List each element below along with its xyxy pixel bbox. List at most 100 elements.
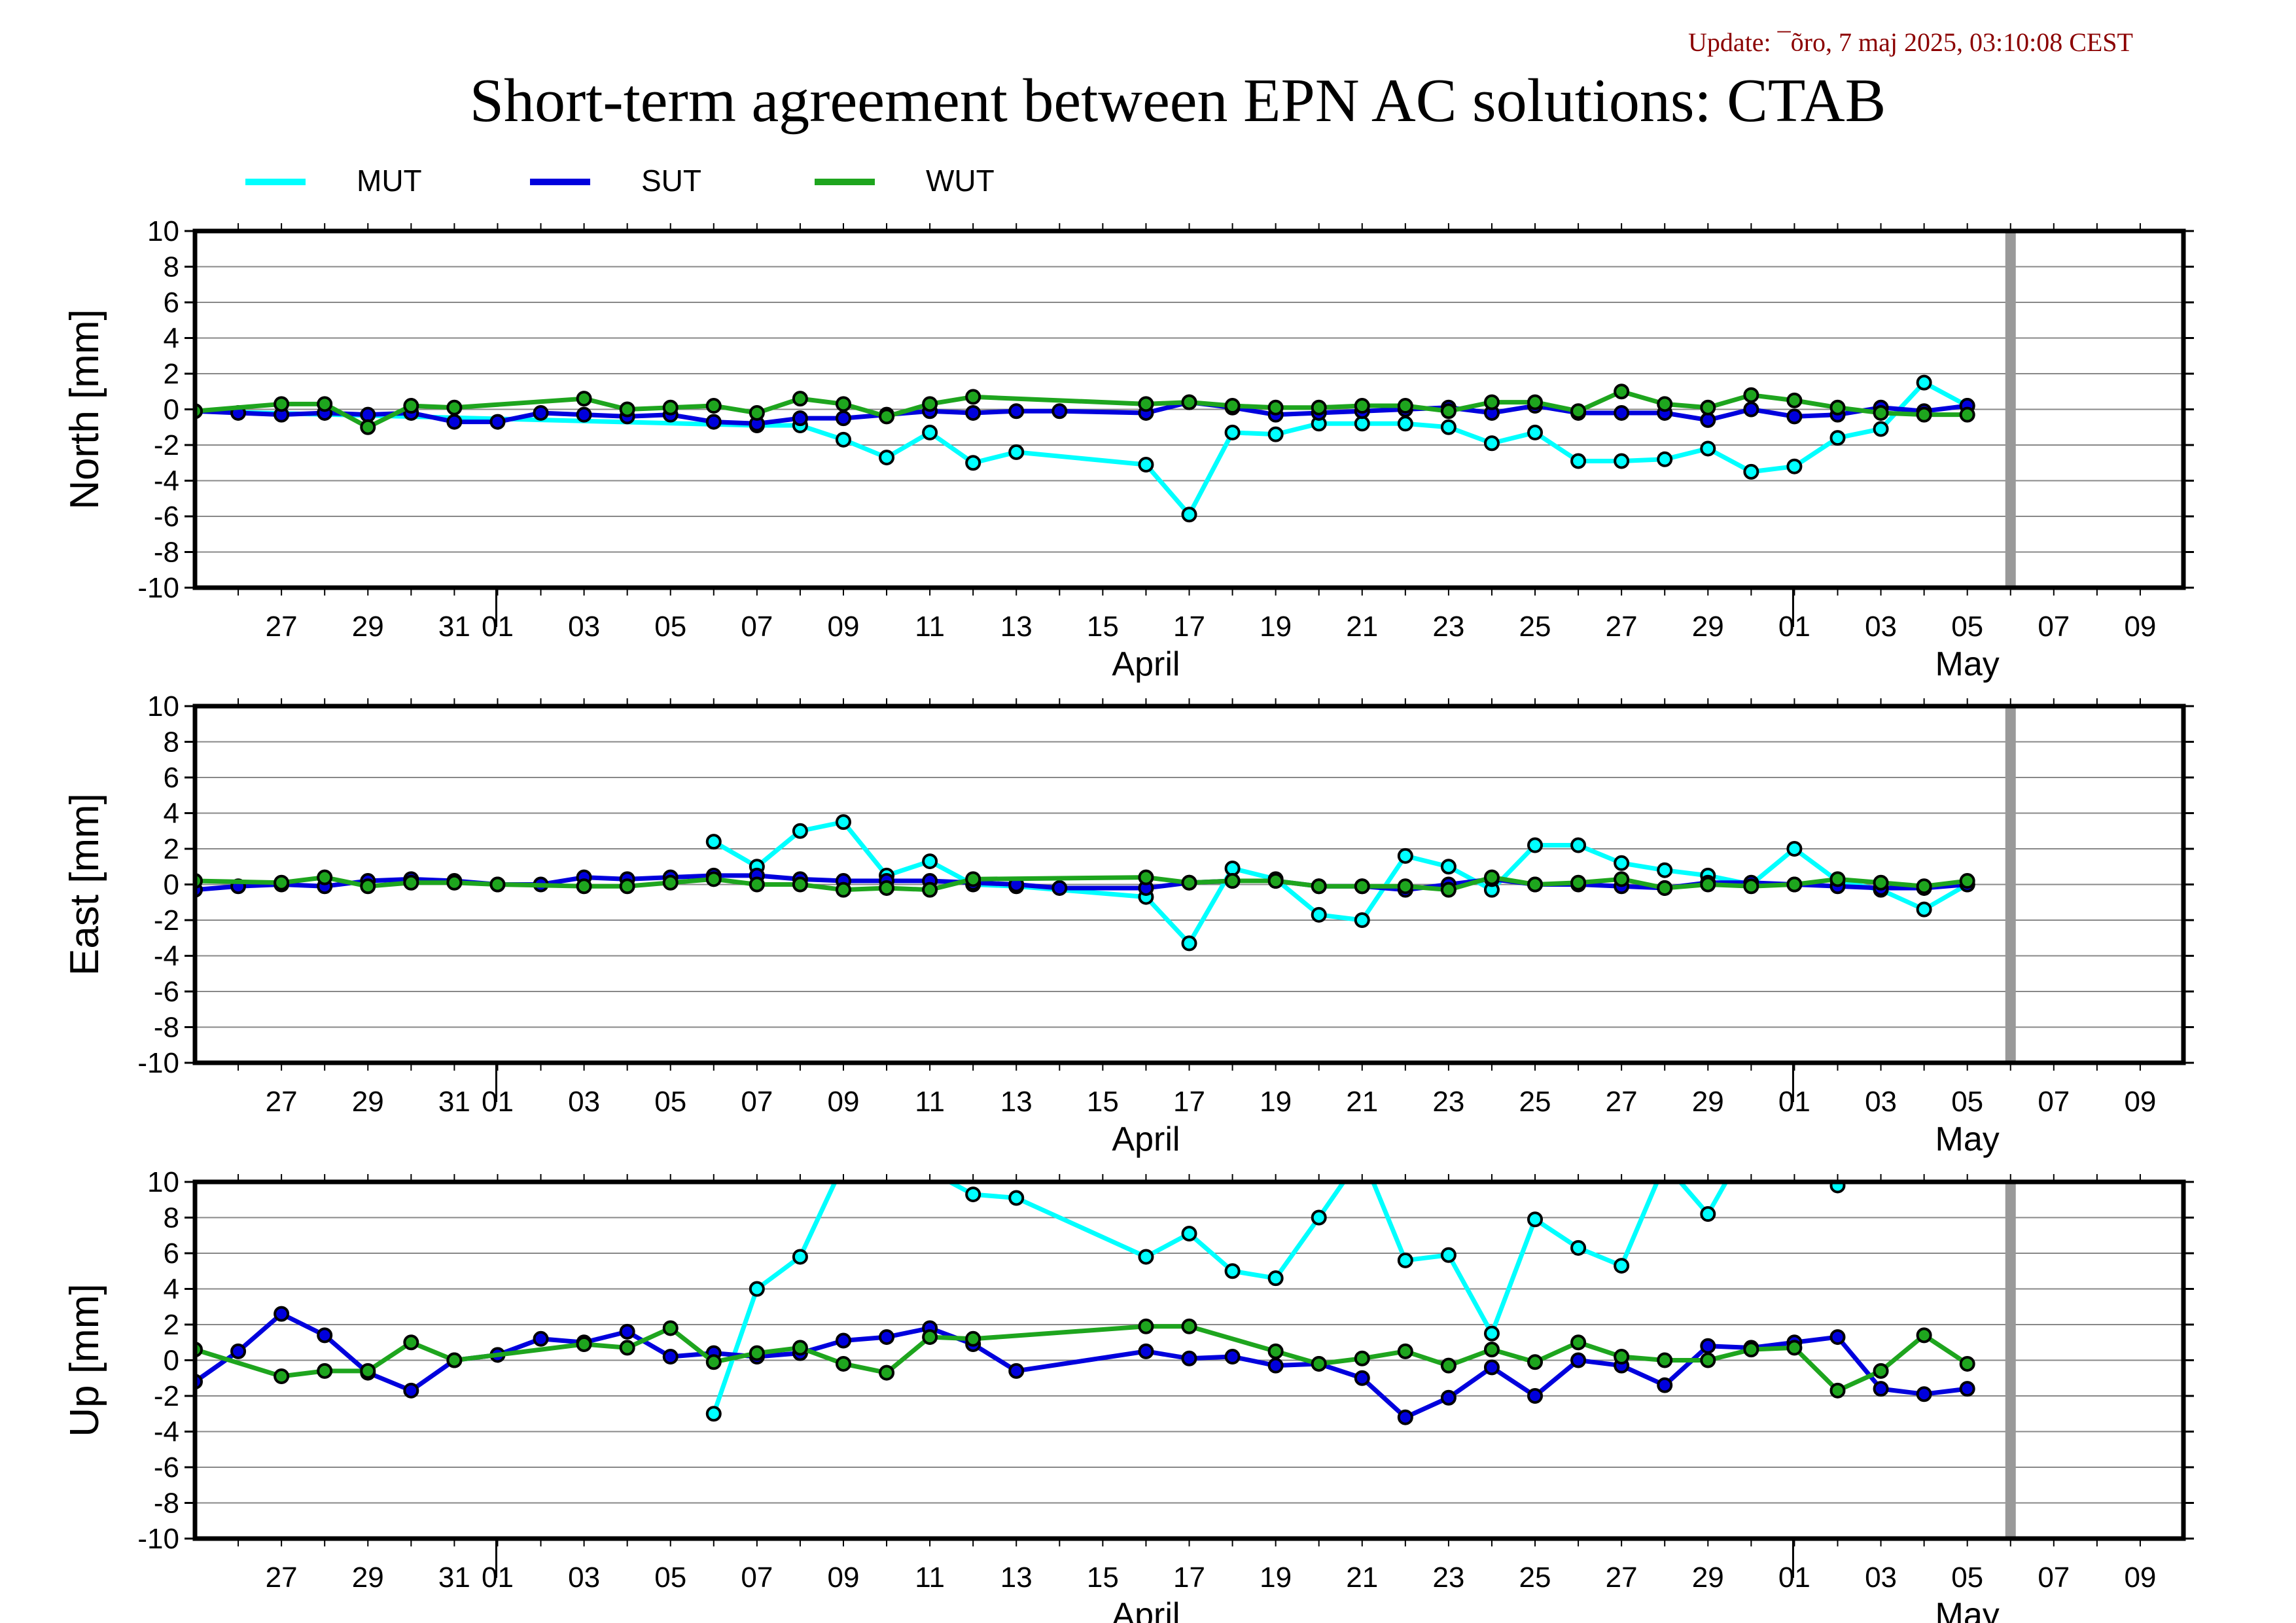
x-tick-label: 11 [915,1561,945,1594]
series-group [195,1182,1975,1425]
data-point-wut [1614,383,1630,400]
x-tick-label: 05 [1951,611,1983,643]
data-point-mut [1224,860,1241,876]
x-tick-label: 11 [915,1086,945,1118]
data-point-sut [662,1349,679,1365]
data-point-wut [1483,394,1500,410]
data-point-wut [1959,873,1975,889]
data-point-sut [576,406,592,423]
data-point-wut [922,1329,938,1346]
data-point-wut [576,391,592,407]
data-point-wut [1354,398,1370,414]
current-date-marker [2005,1182,2016,1539]
data-point-sut [1743,401,1759,418]
data-point-mut [749,1281,765,1297]
data-point-mut [1440,859,1457,875]
x-tick-label: 01 [482,1561,514,1594]
data-point-mut [705,834,722,850]
data-point-mut [1570,453,1587,469]
y-tick-label: 0 [164,869,179,901]
x-tick-label: 31 [438,1561,470,1594]
x-tick-label: 15 [1087,1561,1119,1594]
x-tick-label: 19 [1260,611,1292,643]
data-point-sut [1354,1370,1370,1386]
x-tick-label: 11 [915,611,945,643]
x-tick-label: 09 [828,611,860,643]
data-point-wut [1181,874,1197,891]
data-point-wut [1786,1340,1803,1356]
data-point-wut [446,399,463,416]
data-point-wut [1743,1342,1759,1358]
x-tick-label: 07 [741,1086,773,1118]
data-point-sut [835,1332,851,1349]
data-point-mut [1397,847,1413,864]
x-tick-label: 13 [1000,611,1033,643]
data-point-sut [1267,1357,1284,1374]
data-point-wut [1181,1318,1197,1334]
x-month-label: May [1935,1120,2000,1158]
data-point-sut [1873,1381,1889,1397]
y-tick-label: -2 [154,429,179,461]
y-tick-label: 0 [164,1345,179,1377]
data-point-mut [1008,1190,1025,1206]
data-point-mut [1483,435,1500,452]
data-point-sut [1008,403,1025,419]
x-tick-label: 03 [568,611,600,643]
data-point-wut [1483,1342,1500,1358]
y-axis-label: East [mm] [62,793,107,976]
data-point-mut [1916,901,1932,918]
data-point-mut [1483,1325,1500,1342]
x-tick-label: 23 [1432,1561,1464,1594]
data-point-mut [1829,430,1846,446]
data-point-wut [403,874,419,891]
data-point-sut [1786,408,1803,425]
y-tick-label: -6 [154,1452,179,1484]
data-point-mut [1700,440,1716,457]
legend-label-wut: WUT [926,164,995,198]
x-tick-label: 31 [438,1086,470,1118]
data-point-mut [1008,444,1025,460]
data-point-mut [1440,1247,1457,1263]
data-point-wut [1614,871,1630,887]
x-tick-label: 25 [1519,1086,1551,1118]
panel-frame [192,704,2186,1065]
data-point-wut [317,396,333,412]
x-month-label: May [1935,645,2000,683]
data-point-wut [1829,399,1846,416]
y-tick-label: 8 [164,251,179,283]
data-point-sut [705,414,722,430]
x-tick-label: 01 [1778,1561,1810,1594]
x-tick-label: 01 [482,1086,514,1118]
data-point-mut [1138,456,1154,473]
data-point-mut [1657,862,1673,878]
data-point-wut [749,1345,765,1361]
x-tick-label: 09 [828,1086,860,1118]
legend-label-mut: MUT [357,164,422,198]
y-tick-label: -10 [137,1047,179,1079]
data-point-wut [1743,387,1759,403]
x-tick-label: 17 [1173,1086,1205,1118]
x-tick-label: 05 [654,611,686,643]
y-tick-label: 0 [164,394,179,426]
data-point-sut [1570,1352,1587,1368]
data-point-sut [533,404,549,421]
data-point-sut [403,1382,419,1399]
data-point-mut [1570,837,1587,853]
data-point-wut [360,878,376,895]
data-point-wut [1440,882,1457,898]
x-tick-label: 09 [2124,611,2156,643]
data-point-mut [1829,1182,1846,1194]
data-point-sut [1138,1343,1154,1359]
data-point-mut [1354,416,1370,432]
y-tick-label: 4 [164,323,179,355]
data-point-wut [1570,1334,1587,1351]
x-tick-label: 25 [1519,611,1551,643]
x-tick-label: 13 [1000,1086,1033,1118]
x-tick-label: 03 [568,1086,600,1118]
data-point-wut [705,1354,722,1370]
x-month-label: April [1112,645,1180,683]
data-point-wut [662,874,679,891]
y-tick-label: 10 [147,1166,179,1198]
x-tick-label: 03 [1865,1561,1897,1594]
data-point-wut [1916,878,1932,895]
